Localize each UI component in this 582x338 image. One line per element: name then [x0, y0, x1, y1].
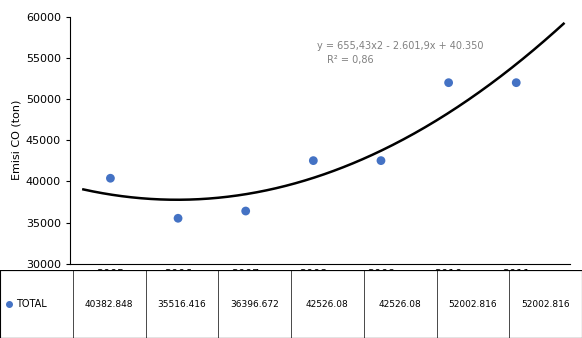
Text: y = 655,43x2 - 2.601,9x + 40.350: y = 655,43x2 - 2.601,9x + 40.350 — [317, 41, 483, 51]
Text: 42526.08: 42526.08 — [379, 300, 421, 309]
Text: 36396.672: 36396.672 — [230, 300, 279, 309]
Text: 40382.848: 40382.848 — [85, 300, 133, 309]
Text: 52002.816: 52002.816 — [521, 300, 570, 309]
Point — [173, 216, 183, 221]
Text: 42526.08: 42526.08 — [306, 300, 349, 309]
Point — [106, 175, 115, 181]
Point — [308, 158, 318, 163]
Text: 35516.416: 35516.416 — [158, 300, 206, 309]
Text: TOTAL: TOTAL — [16, 299, 47, 309]
Point — [241, 208, 250, 214]
Point — [512, 80, 521, 86]
Point — [444, 80, 453, 86]
Text: 52002.816: 52002.816 — [449, 300, 497, 309]
Y-axis label: Emisi CO (ton): Emisi CO (ton) — [12, 100, 22, 180]
Point — [377, 158, 386, 163]
Text: R² = 0,86: R² = 0,86 — [327, 55, 374, 66]
